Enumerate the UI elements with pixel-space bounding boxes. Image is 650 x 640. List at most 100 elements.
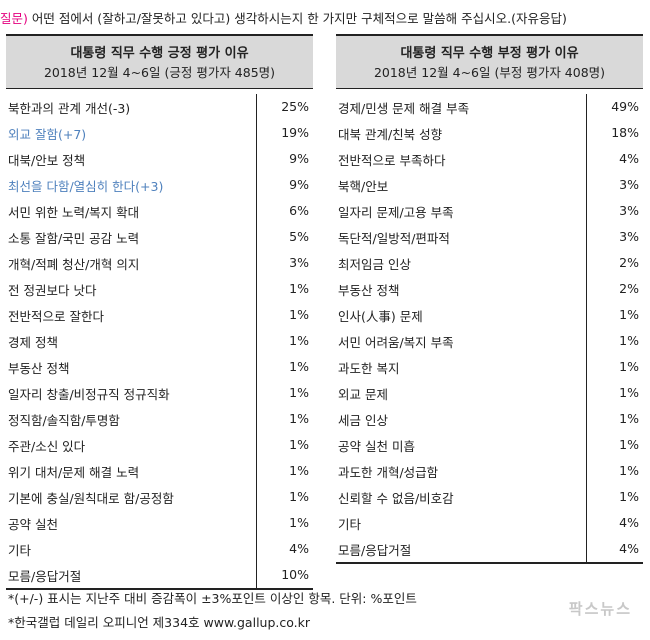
negative-row: 세금 인상 1% [336,406,643,432]
negative-row-label: 최저임금 인상 [338,256,411,272]
positive-row: 서민 위한 노력/복지 확대 6% [6,198,313,224]
negative-row-value: 1% [586,328,643,354]
question-line: 질문) 어떤 점에서 (잘하고/잘못하고 있다고) 생각하시는지 한 가지만 구… [0,8,650,27]
negative-row: 신뢰할 수 없음/비호감 1% [336,484,643,510]
positive-row-value: 1% [256,328,313,354]
negative-row-label: 공약 실천 미흡 [338,438,415,454]
positive-table-title: 대통령 직무 수행 긍정 평가 이유 [70,46,249,61]
question-tag: 질문) [0,11,28,26]
negative-row-label: 외교 문제 [338,386,388,402]
negative-row-label: 독단적/일방적/편파적 [338,230,450,246]
negative-row-label: 모름/응답거절 [338,542,412,558]
positive-row-label: 대북/안보 정책 [8,152,86,168]
positive-row: 정직함/솔직함/투명함 1% [6,406,313,432]
positive-row: 대북/안보 정책 9% [6,146,313,172]
positive-row-value: 1% [256,380,313,406]
negative-row-label: 북핵/안보 [338,178,389,194]
positive-row: 외교 잘함(+7) 19% [6,120,313,146]
negative-row-label: 전반적으로 부족하다 [338,152,446,168]
negative-row-label: 부동산 정책 [338,282,400,298]
negative-row: 서민 어려움/복지 부족 1% [336,328,643,354]
positive-row-value: 25% [256,94,313,120]
negative-row-value: 1% [586,302,643,328]
positive-row-value: 1% [256,484,313,510]
negative-row: 모름/응답거절 4% [336,536,643,564]
positive-row-value: 4% [256,536,313,562]
positive-row-label: 부동산 정책 [8,360,70,376]
negative-row: 기타 4% [336,510,643,536]
positive-row-label: 주관/소신 있다 [8,438,86,454]
negative-row-value: 1% [586,458,643,484]
negative-row-value: 1% [586,380,643,406]
negative-table-title: 대통령 직무 수행 부정 평가 이유 [400,46,579,61]
negative-row-value: 3% [586,172,643,198]
negative-row-label: 과도한 개혁/성급함 [338,464,439,480]
negative-row-value: 4% [586,536,643,562]
positive-row-label: 기타 [8,542,32,558]
negative-table-header: 대통령 직무 수행 부정 평가 이유 2018년 12월 4~6일 (부정 평가… [336,34,643,89]
negative-row-value: 1% [586,354,643,380]
positive-row: 전반적으로 잘한다 1% [6,302,313,328]
positive-row: 개혁/적폐 청산/개혁 의지 3% [6,250,313,276]
positive-row: 일자리 창출/비정규직 정규직화 1% [6,380,313,406]
positive-row-value: 9% [256,146,313,172]
negative-row: 최저임금 인상 2% [336,250,643,276]
negative-row: 전반적으로 부족하다 4% [336,146,643,172]
negative-row-value: 4% [586,146,643,172]
positive-row-label: 위기 대처/문제 해결 노력 [8,464,140,480]
negative-row-value: 2% [586,250,643,276]
question-text: 어떤 점에서 (잘하고/잘못하고 있다고) 생각하시는지 한 가지만 구체적으로… [27,11,567,26]
negative-row: 외교 문제 1% [336,380,643,406]
positive-row-label: 전반적으로 잘한다 [8,308,104,324]
negative-row-label: 일자리 문제/고용 부족 [338,204,454,220]
positive-row-label: 외교 잘함(+7) [8,126,87,142]
positive-row-value: 1% [256,432,313,458]
positive-row-label: 최선을 다함/열심히 한다(+3) [8,178,164,194]
negative-row-value: 1% [586,484,643,510]
positive-row-label: 공약 실천 [8,516,58,532]
negative-row-label: 기타 [338,516,362,532]
positive-row-value: 1% [256,354,313,380]
negative-row-value: 1% [586,406,643,432]
positive-row-label: 모름/응답거절 [8,568,82,584]
positive-row: 기타 4% [6,536,313,562]
negative-row-value: 3% [586,224,643,250]
footnote-change-note: *(+/-) 표시는 지난주 대비 증감폭이 ±3%포인트 이상인 항목. 단위… [8,591,417,606]
positive-row: 최선을 다함/열심히 한다(+3) 9% [6,172,313,198]
watermark-logo: 팍스뉴스 [568,600,632,618]
positive-table-header: 대통령 직무 수행 긍정 평가 이유 2018년 12월 4~6일 (긍정 평가… [6,34,313,89]
negative-row-value: 4% [586,510,643,536]
positive-row-label: 전 정권보다 낫다 [8,282,97,298]
positive-row-value: 1% [256,276,313,302]
positive-row-label: 정직함/솔직함/투명함 [8,412,120,428]
positive-row: 북한과의 관계 개선(-3) 25% [6,94,313,120]
negative-row-value: 49% [586,94,643,120]
negative-row-label: 세금 인상 [338,412,388,428]
positive-row: 소통 잘함/국민 공감 노력 5% [6,224,313,250]
negative-row: 인사(人事) 문제 1% [336,302,643,328]
negative-row: 과도한 복지 1% [336,354,643,380]
positive-row: 기본에 충실/원칙대로 함/공정함 1% [6,484,313,510]
negative-row: 과도한 개혁/성급함 1% [336,458,643,484]
positive-row-value: 1% [256,406,313,432]
positive-row-value: 1% [256,302,313,328]
negative-row: 공약 실천 미흡 1% [336,432,643,458]
positive-row-value: 6% [256,198,313,224]
negative-row-label: 대북 관계/친북 성향 [338,126,443,142]
negative-row-label: 서민 어려움/복지 부족 [338,334,454,350]
positive-reasons-table: 대통령 직무 수행 긍정 평가 이유 2018년 12월 4~6일 (긍정 평가… [6,34,313,590]
positive-row-value: 5% [256,224,313,250]
negative-row: 일자리 문제/고용 부족 3% [336,198,643,224]
positive-row-label: 서민 위한 노력/복지 확대 [8,204,140,220]
negative-reasons-table: 대통령 직무 수행 부정 평가 이유 2018년 12월 4~6일 (부정 평가… [336,34,643,564]
positive-row: 모름/응답거절 10% [6,562,313,590]
negative-row: 부동산 정책 2% [336,276,643,302]
negative-row-value: 1% [586,432,643,458]
positive-row-value: 10% [256,562,313,588]
negative-row-value: 2% [586,276,643,302]
negative-row-label: 경제/민생 문제 해결 부족 [338,100,470,116]
positive-row: 공약 실천 1% [6,510,313,536]
positive-row-label: 소통 잘함/국민 공감 노력 [8,230,140,246]
positive-table-rows: 북한과의 관계 개선(-3) 25% 외교 잘함(+7) 19% 대북/안보 정책 9% 최… [6,94,313,590]
positive-row-value: 9% [256,172,313,198]
